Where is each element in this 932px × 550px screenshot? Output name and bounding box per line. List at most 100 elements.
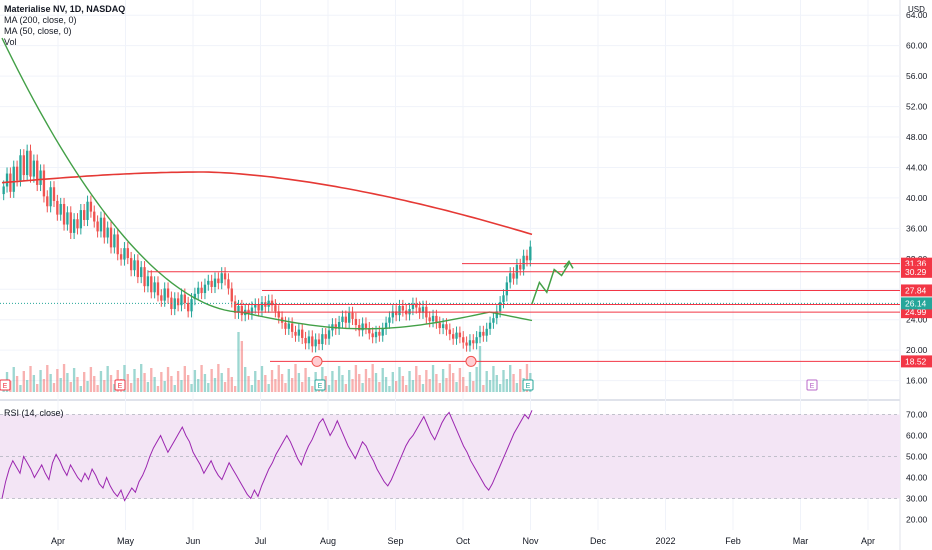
candle-body	[478, 331, 482, 338]
volume-bar	[183, 366, 186, 392]
rsi-tick-label: 30.00	[906, 494, 928, 504]
candle-body	[46, 196, 49, 207]
volume-bar	[364, 369, 368, 392]
volume-bar	[42, 379, 46, 392]
volume-bar	[153, 377, 156, 392]
candle-body	[411, 303, 415, 310]
candle-body	[441, 324, 445, 329]
volume-bar	[25, 380, 29, 392]
candle-body	[351, 312, 354, 319]
volume-legend[interactable]: Vol	[4, 37, 17, 47]
candle-body	[371, 333, 374, 338]
earnings-marker	[314, 379, 326, 391]
rsi-line	[1, 410, 533, 502]
volume-bar	[213, 378, 217, 392]
volume-bar	[76, 377, 79, 392]
symbol-title[interactable]: Materialise NV, 1D, NASDAQ	[4, 4, 126, 14]
volume-bar	[93, 376, 96, 392]
volume-bar	[223, 382, 227, 392]
ma50-legend[interactable]: MA (50, close, 0)	[4, 26, 72, 36]
volume-bar	[230, 377, 233, 392]
candle-body	[337, 321, 341, 329]
rsi-legend[interactable]: RSI (14, close)	[4, 408, 64, 418]
earnings-marker-label: E	[810, 383, 815, 390]
volume-bar	[176, 371, 180, 392]
volume-bar	[462, 377, 465, 392]
price-level-label: 31.36	[905, 259, 927, 269]
volume-bar	[83, 372, 86, 392]
candle-body	[86, 201, 89, 220]
volume-bar	[113, 384, 116, 392]
volume-bar	[435, 374, 438, 392]
volume-bar	[458, 368, 462, 392]
volume-bar	[186, 375, 190, 392]
candle-body	[220, 273, 223, 284]
volume-bar	[66, 373, 69, 392]
candle-body	[237, 305, 240, 313]
volume-bar	[86, 381, 89, 392]
candle-body	[391, 311, 394, 318]
candle-body	[525, 255, 529, 261]
candle-body	[156, 282, 160, 296]
candle-body	[270, 300, 274, 306]
volume-bar	[408, 371, 411, 392]
candle-body	[223, 273, 227, 280]
volume-bar	[267, 384, 270, 392]
candle-body	[415, 303, 418, 308]
volume-bar	[220, 373, 223, 392]
volume-bar	[405, 385, 408, 392]
candle-body	[294, 331, 297, 336]
candle-body	[364, 323, 368, 329]
candle-body	[207, 280, 210, 285]
candle-body	[498, 302, 502, 312]
rsi-tick-label: 60.00	[906, 431, 928, 441]
price-level-label: 27.84	[905, 285, 927, 295]
candle-body	[277, 311, 280, 318]
candle-body	[36, 160, 39, 185]
candle-body	[200, 287, 203, 294]
volume-bar	[401, 376, 405, 392]
volume-bar	[478, 346, 482, 392]
candle-body	[267, 300, 270, 307]
volume-bar	[190, 384, 193, 392]
volume-bar	[431, 365, 435, 392]
candle-body	[163, 288, 166, 301]
earnings-marker	[114, 379, 126, 391]
time-tick-label: Apr	[51, 536, 65, 546]
candle-body	[451, 334, 455, 339]
volume-bar	[361, 383, 364, 392]
time-tick-label: Aug	[320, 536, 336, 546]
candle-body	[438, 322, 441, 329]
candle-body	[472, 340, 475, 344]
candle-body	[116, 234, 119, 255]
volume-bar	[210, 369, 213, 392]
volume-bar	[79, 386, 83, 392]
forecast-arrowhead	[563, 260, 574, 269]
earnings-marker-label: E	[318, 383, 323, 390]
volume-bar	[59, 378, 62, 392]
candle-body	[257, 304, 260, 311]
ma200-legend[interactable]: MA (200, close, 0)	[4, 15, 77, 25]
volume-bar	[415, 366, 418, 392]
volume-bar	[451, 373, 455, 392]
candle-body	[140, 267, 143, 278]
candle-body	[475, 337, 478, 344]
earnings-marker	[0, 379, 11, 391]
candle-body	[59, 203, 62, 215]
candle-body	[136, 260, 140, 278]
volume-bar	[103, 380, 106, 392]
volume-bar	[129, 383, 133, 392]
candle-body	[455, 332, 458, 339]
candle-body	[83, 210, 86, 220]
volume-bar	[509, 365, 512, 392]
candle-body	[79, 210, 83, 229]
volume-bar	[331, 371, 334, 392]
candle-body	[290, 323, 294, 332]
volume-bar	[146, 382, 150, 392]
volume-bar	[106, 366, 109, 392]
volume-bar	[36, 384, 39, 392]
rsi-tick-label: 40.00	[906, 473, 928, 483]
volume-bar	[173, 385, 176, 392]
candle-body	[25, 150, 29, 176]
